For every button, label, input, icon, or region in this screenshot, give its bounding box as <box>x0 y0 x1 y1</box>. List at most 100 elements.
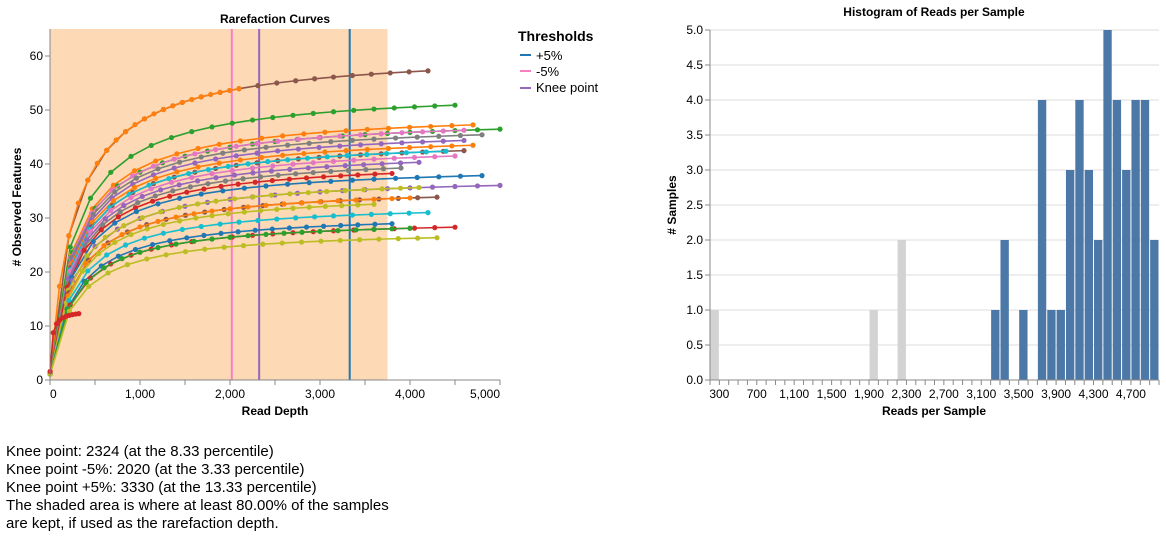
histogram-y-tick-label: 0.0 <box>686 373 703 387</box>
rarefaction-point <box>371 156 377 162</box>
rarefaction-point <box>104 252 110 258</box>
rarefaction-point <box>53 321 60 327</box>
rarefaction-point <box>470 122 476 128</box>
legend-label-knee: Knee point <box>536 80 599 95</box>
y-tick-label: 30 <box>30 211 44 225</box>
rarefaction-point <box>245 204 251 210</box>
rarefaction-point <box>137 249 143 255</box>
rarefaction-point <box>135 199 141 206</box>
rarefaction-point <box>372 221 378 227</box>
rarefaction-point <box>420 139 426 145</box>
rarefaction-point <box>137 224 143 230</box>
rarefaction-point <box>414 174 420 181</box>
thresholds-legend: Thresholds +5% -5% Knee point <box>518 28 599 95</box>
rarefaction-point <box>250 194 256 200</box>
x-axis-title: Read Depth <box>242 404 309 418</box>
rarefaction-point <box>440 128 446 134</box>
histogram-x-tick-label: 4,700 <box>1116 387 1146 401</box>
rarefaction-point <box>258 208 264 214</box>
rarefaction-series <box>47 137 467 377</box>
rarefaction-point <box>112 220 118 226</box>
rarefaction-point <box>379 161 385 167</box>
rarefaction-point <box>141 116 148 122</box>
rarefaction-point <box>85 177 91 183</box>
rarefaction-point <box>132 246 139 253</box>
rarefaction-point <box>195 164 201 170</box>
rarefaction-point <box>258 154 265 161</box>
rarefaction-point <box>285 157 291 163</box>
rarefaction-point <box>174 151 180 157</box>
rarefaction-point <box>192 160 198 166</box>
rarefaction-point <box>132 184 138 190</box>
rarefaction-point <box>351 157 357 163</box>
rarefaction-point <box>449 143 455 149</box>
rarefaction-point <box>189 174 195 181</box>
histogram-y-tick-label: 1.5 <box>686 268 703 282</box>
rarefaction-point <box>364 151 370 158</box>
rarefaction-point <box>457 173 463 179</box>
rarefaction-point <box>150 241 156 248</box>
rarefaction-point <box>391 105 397 111</box>
rarefaction-point <box>113 137 119 143</box>
rarefaction-point <box>397 160 404 166</box>
histogram-bar-kept <box>1056 310 1065 380</box>
rarefaction-point <box>249 117 256 123</box>
rarefaction-point <box>387 211 393 217</box>
rarefaction-point <box>432 154 438 160</box>
rarefaction-point <box>66 297 72 304</box>
rarefaction-point <box>152 193 158 199</box>
histogram-x-tick-label: 3,500 <box>1004 387 1034 401</box>
rarefaction-point <box>245 161 251 167</box>
rarefaction-point <box>304 155 310 161</box>
y-tick-label: 0 <box>36 373 43 387</box>
rarefaction-point <box>345 167 351 174</box>
rarefaction-point <box>428 123 434 130</box>
rarefaction-point <box>364 126 370 133</box>
rarefaction-point <box>337 237 343 244</box>
x-tick-label: 2,000 <box>215 387 245 401</box>
rarefaction-point <box>368 71 374 77</box>
rarefaction-point <box>132 168 138 174</box>
rarefaction-point <box>87 195 94 201</box>
rarefaction-point <box>240 243 247 249</box>
histogram-x-tick-label: 3,100 <box>966 387 996 401</box>
rarefaction-point <box>117 209 123 215</box>
rarefaction-point <box>330 213 337 219</box>
rarefaction-point <box>150 163 157 169</box>
rarefaction-point <box>128 153 134 159</box>
rarefaction-point <box>226 87 233 94</box>
rarefaction-point <box>195 201 201 207</box>
rarefaction-point <box>240 176 246 182</box>
rarefaction-point <box>420 129 426 135</box>
rarefaction-point <box>434 235 440 241</box>
rarefaction-point <box>306 204 312 210</box>
rarefaction-point <box>440 138 446 144</box>
rarefaction-point <box>461 137 467 144</box>
rarefaction-point <box>186 170 192 177</box>
x-tick-label: 3,000 <box>305 387 335 401</box>
rarefaction-point <box>349 137 355 143</box>
rarefaction-point <box>231 172 238 178</box>
rarefaction-point <box>293 215 299 221</box>
histogram-bar-dropped <box>710 310 719 380</box>
rarefaction-point <box>301 150 307 157</box>
rarefaction-point <box>177 159 183 165</box>
rarefaction-point <box>209 236 215 242</box>
knee-point-notes: Knee point: 2324 (at the 8.33 percentile… <box>6 443 446 533</box>
rarefaction-point <box>474 127 481 133</box>
rarefaction-point <box>310 169 316 176</box>
rarefaction-point <box>399 140 405 146</box>
rarefaction-point <box>155 245 161 251</box>
rarefaction-point <box>316 134 322 141</box>
rarefaction-point <box>263 183 269 189</box>
rarefaction-point <box>312 214 318 220</box>
rarefaction-point <box>177 195 183 201</box>
rarefaction-point <box>411 104 418 110</box>
rarefaction-point <box>385 125 391 131</box>
rarefaction-series <box>47 148 449 377</box>
histogram-x-tick-label: 2,700 <box>929 387 959 401</box>
histogram-y-tick-label: 1.0 <box>686 303 703 317</box>
rarefaction-point <box>121 202 127 209</box>
rarefaction-point <box>222 178 229 184</box>
histogram-y-tick-label: 3.5 <box>686 128 703 142</box>
